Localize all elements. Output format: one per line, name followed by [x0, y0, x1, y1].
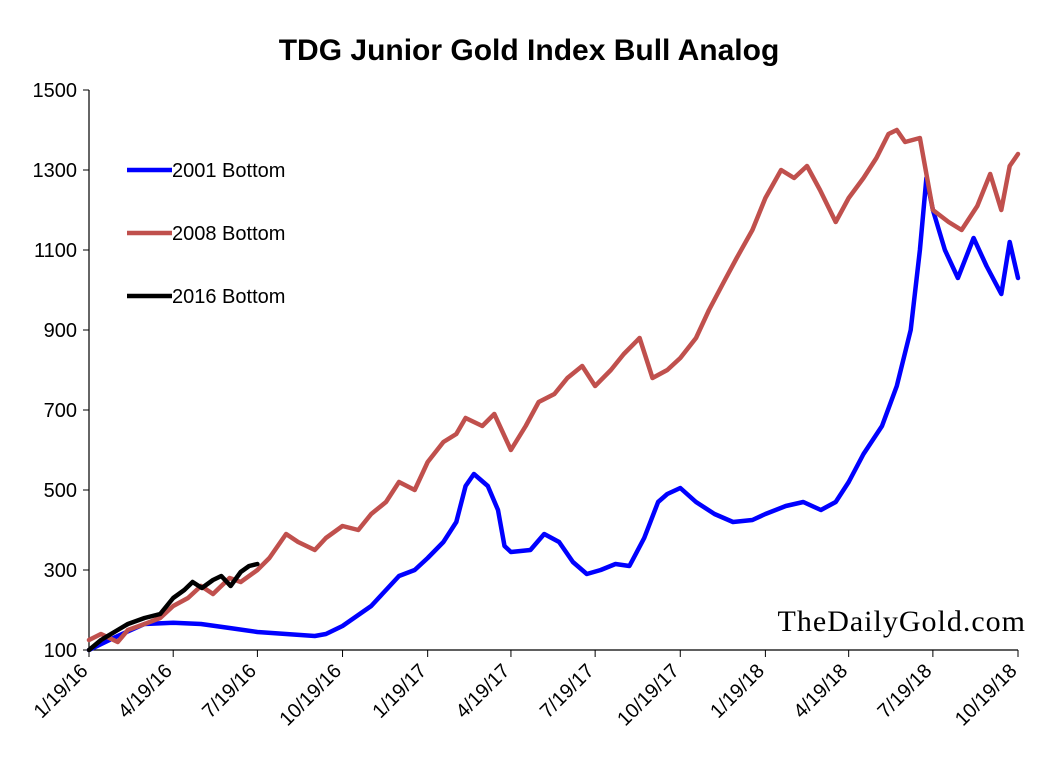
watermark: TheDailyGold.com: [778, 605, 1026, 638]
y-tick-label: 500: [44, 480, 77, 502]
x-tick-label: 1/19/17: [368, 660, 431, 723]
series-lines: [86, 127, 1021, 653]
x-tick-label: 1/19/16: [30, 660, 93, 723]
series-line-2008-bottom: [86, 127, 1021, 645]
y-tick-label: 900: [44, 320, 77, 342]
x-tick-label: 4/19/18: [789, 660, 852, 723]
x-tick-label: 7/19/17: [536, 660, 599, 723]
x-tick-label: 1/19/18: [706, 660, 769, 723]
legend-label-2008-bottom: 2008 Bottom: [172, 223, 285, 245]
y-tick-label: 1100: [34, 240, 77, 262]
y-tick-label: 1500: [33, 80, 78, 102]
x-axis-ticks: 1/19/16 4/19/16 7/19/16 10/19/16 1/19/17 4/19…: [30, 660, 1022, 731]
series-line-2001-bottom: [86, 175, 1021, 653]
chart-title: TDG Junior Gold Index Bull Analog: [279, 34, 780, 67]
y-tick-label: 700: [44, 400, 77, 422]
x-tick-label: 10/19/16: [275, 660, 346, 731]
legend-label-2016-bottom: 2016 Bottom: [172, 286, 285, 308]
legend-label-2001-bottom: 2001 Bottom: [172, 160, 285, 182]
y-tick-label: 300: [44, 560, 77, 582]
axes: [83, 89, 1019, 657]
x-tick-label: 10/19/17: [613, 660, 684, 731]
x-tick-label: 7/19/16: [198, 660, 261, 723]
y-tick-label: 100: [44, 640, 77, 662]
x-tick-label: 4/19/16: [114, 660, 177, 723]
x-tick-label: 7/19/18: [874, 660, 937, 723]
y-axis-ticks: 1500 1300 1100 900 700 500 300 100: [33, 80, 78, 662]
x-tick-label: 10/19/18: [951, 660, 1022, 731]
series-line-2016-bottom: [86, 561, 260, 653]
legend: 2001 Bottom 2008 Bottom 2016 Bottom: [127, 160, 285, 308]
y-tick-label: 1300: [33, 160, 78, 182]
x-tick-label: 4/19/17: [452, 660, 515, 723]
